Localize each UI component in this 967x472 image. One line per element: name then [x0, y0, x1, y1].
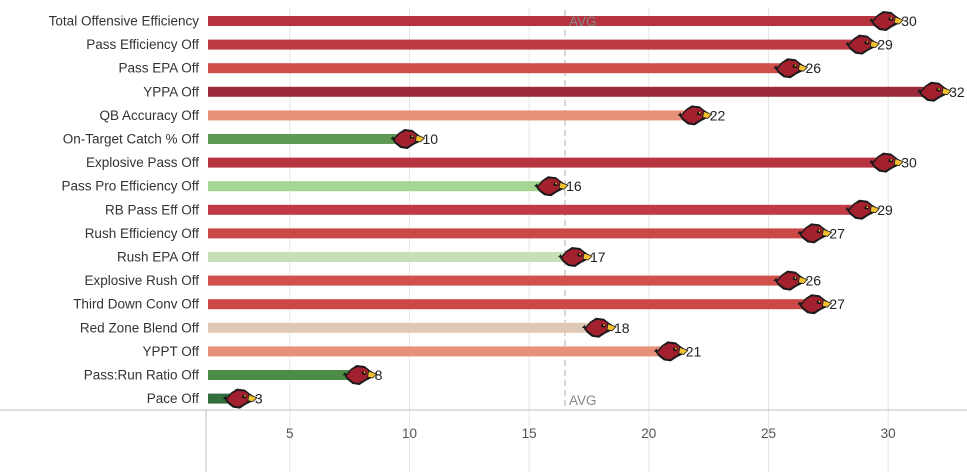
cardinals-head-logo-icon — [772, 57, 808, 79]
avg-label-bottom: AVG — [569, 393, 597, 408]
x-tick-label: 15 — [522, 426, 537, 441]
category-label: Red Zone Blend Off — [80, 320, 199, 335]
cardinals-head-logo-icon — [868, 10, 904, 32]
category-label: Explosive Rush Off — [84, 273, 199, 288]
category-label: On-Target Catch % Off — [63, 132, 200, 147]
category-label: Pass Efficiency Off — [86, 37, 199, 52]
bar-value-label: 30 — [901, 13, 917, 29]
bar — [208, 39, 865, 50]
category-label: Explosive Pass Off — [86, 155, 199, 170]
bar-value-label: 29 — [877, 37, 893, 53]
cardinals-head-logo-icon — [844, 34, 880, 56]
x-tick-label: 30 — [881, 426, 896, 441]
cardinals-head-logo-icon — [844, 199, 880, 221]
category-label: Rush EPA Off — [117, 250, 199, 265]
x-tick-label: 5 — [286, 426, 294, 441]
category-label: YPPT Off — [142, 344, 199, 359]
bar — [208, 370, 362, 380]
cardinals-head-logo-icon — [868, 152, 904, 174]
x-tick-label: 25 — [761, 426, 776, 441]
cardinals-head-logo-icon — [222, 388, 258, 410]
category-label: Pass Pro Efficiency Off — [61, 179, 199, 194]
bar-value-label: 17 — [590, 249, 606, 265]
bar-value-label: 3 — [255, 391, 263, 407]
cardinals-head-logo-icon — [772, 270, 808, 292]
category-label: QB Accuracy Off — [99, 108, 199, 123]
avg-label-top: AVG — [569, 14, 597, 29]
category-label: YPPA Off — [143, 84, 199, 99]
cardinals-head-logo-icon — [533, 175, 569, 197]
bar-value-label: 10 — [422, 131, 438, 147]
x-tick-label: 10 — [402, 426, 417, 441]
cardinals-head-logo-icon — [557, 246, 593, 268]
cardinals-head-logo-icon — [389, 128, 425, 150]
bar-value-label: 26 — [805, 273, 821, 289]
bar — [208, 63, 793, 74]
bar-value-label: 22 — [710, 107, 726, 123]
bar-value-label: 27 — [829, 225, 845, 241]
category-label: Pass EPA Off — [118, 61, 199, 76]
bar — [208, 204, 865, 215]
bar — [208, 86, 937, 97]
category-label: Pace Off — [147, 391, 200, 406]
category-label: Rush Efficiency Off — [85, 226, 200, 241]
bar — [208, 134, 410, 144]
bar — [208, 346, 673, 357]
category-label: RB Pass Eff Off — [105, 202, 199, 217]
bar — [208, 275, 793, 286]
bar — [208, 157, 889, 168]
cardinals-head-logo-icon — [342, 364, 378, 386]
bar-value-label: 18 — [614, 320, 630, 336]
bar-value-label: 21 — [686, 343, 702, 359]
bar — [208, 299, 817, 310]
bar-value-label: 29 — [877, 202, 893, 218]
cardinals-head-logo-icon — [916, 81, 952, 103]
category-label: Third Down Conv Off — [73, 297, 199, 312]
bar — [208, 110, 697, 121]
cardinals-head-logo-icon — [581, 317, 617, 339]
cardinals-head-logo-icon — [796, 222, 832, 244]
bar — [208, 322, 601, 333]
x-tick-label: 20 — [641, 426, 656, 441]
cardinals-head-logo-icon — [677, 104, 713, 126]
bar-value-label: 16 — [566, 178, 582, 194]
category-label: Total Offensive Efficiency — [49, 14, 200, 29]
bar-value-label: 32 — [949, 84, 965, 100]
bar-value-label: 30 — [901, 155, 917, 171]
cardinals-head-logo-icon — [653, 340, 689, 362]
cardinals-head-logo-icon — [796, 293, 832, 315]
bar — [208, 228, 817, 239]
bar — [208, 16, 889, 26]
bar — [208, 252, 578, 262]
bar-value-label: 26 — [805, 60, 821, 76]
bar-value-label: 27 — [829, 296, 845, 312]
category-label: Pass:Run Ratio Off — [84, 368, 200, 383]
bar — [208, 181, 554, 192]
bar-value-label: 8 — [375, 367, 383, 383]
